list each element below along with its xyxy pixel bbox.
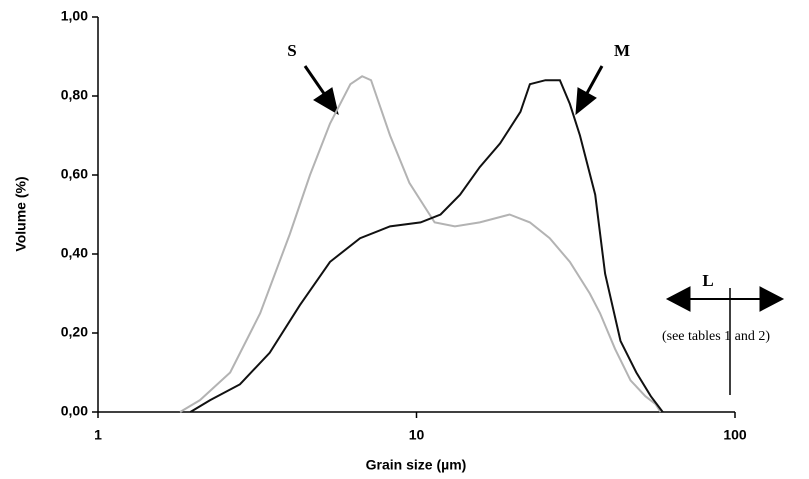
arrow-l-head-left <box>665 286 691 312</box>
y-tick-label: 0,00 <box>61 403 88 419</box>
arrow-m <box>584 65 604 96</box>
annotation-note: (see tables 1 and 2) <box>662 329 770 344</box>
arrow-s <box>303 65 327 96</box>
x-tick-label: 10 <box>409 427 425 443</box>
x-axis-title: Grain size (µm) <box>366 457 467 473</box>
annotation-m: M <box>614 41 630 60</box>
y-tick-label: 1,00 <box>61 8 88 24</box>
arrow-l-head-right <box>759 286 785 312</box>
y-tick-label: 0,80 <box>61 87 88 103</box>
arrows <box>303 65 785 395</box>
annotation-s: S <box>287 41 296 60</box>
x-tick-label: 100 <box>723 427 747 443</box>
y-axis-title: Volume (%) <box>13 176 29 251</box>
y-tick-label: 0,20 <box>61 324 88 340</box>
line-series <box>179 75 662 413</box>
y-tick-label: 0,40 <box>61 245 88 261</box>
line-series <box>189 79 664 413</box>
y-tick-label: 0,60 <box>61 166 88 182</box>
annotation-l: L <box>702 271 713 290</box>
arrow-m-head <box>575 87 597 116</box>
x-tick-label: 1 <box>94 427 102 443</box>
arrow-s-head <box>313 87 339 116</box>
